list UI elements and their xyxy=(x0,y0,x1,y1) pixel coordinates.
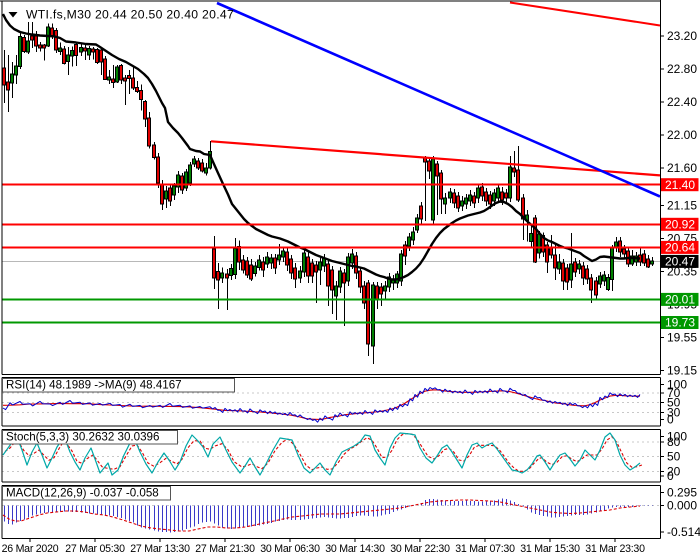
svg-text:RSI(14) 48.1989 ->MA(9) 48.41: RSI(14) 48.1989 ->MA(9) 48.4167 xyxy=(6,379,182,392)
svg-text:19.15: 19.15 xyxy=(667,363,697,377)
svg-text:70: 70 xyxy=(667,386,681,400)
svg-text:31 Mar 07:30: 31 Mar 07:30 xyxy=(455,543,515,555)
svg-text:19.73: 19.73 xyxy=(665,316,695,330)
svg-text:27 Mar 13:30: 27 Mar 13:30 xyxy=(130,543,190,555)
svg-text:21.60: 21.60 xyxy=(667,161,697,175)
svg-text:23.20: 23.20 xyxy=(667,29,697,43)
svg-text:22.40: 22.40 xyxy=(667,95,697,109)
svg-text:30 Mar 06:30: 30 Mar 06:30 xyxy=(260,543,320,555)
svg-text:31 Mar 23:30: 31 Mar 23:30 xyxy=(585,543,645,555)
svg-text:20.64: 20.64 xyxy=(665,241,695,255)
svg-text:20.01: 20.01 xyxy=(665,293,695,307)
svg-text:0: 0 xyxy=(667,412,674,426)
svg-text:22.80: 22.80 xyxy=(667,62,697,76)
svg-text:30 Mar 14:30: 30 Mar 14:30 xyxy=(325,543,385,555)
svg-text:WTI.fs,M30 20.44 20.50 20.40: WTI.fs,M30 20.44 20.50 20.40 20.47 xyxy=(26,8,234,22)
svg-text:100: 100 xyxy=(667,377,687,391)
svg-text:22.00: 22.00 xyxy=(667,128,697,142)
svg-text:21.40: 21.40 xyxy=(665,178,695,192)
svg-text:19.55: 19.55 xyxy=(667,330,697,344)
svg-text:30 Mar 22:30: 30 Mar 22:30 xyxy=(390,543,450,555)
svg-text:MACD(12,26,9) -0.037 -0.058: MACD(12,26,9) -0.037 -0.058 xyxy=(6,487,159,500)
svg-text:100: 100 xyxy=(667,429,687,443)
svg-text:Stoch(5,3,3) 30.2632 30.0396: Stoch(5,3,3) 30.2632 30.0396 xyxy=(6,431,159,444)
svg-text:-0.514: -0.514 xyxy=(667,525,700,539)
svg-text:26 Mar 2020: 26 Mar 2020 xyxy=(2,543,59,555)
svg-text:20.47: 20.47 xyxy=(665,255,695,269)
svg-text:0.000: 0.000 xyxy=(667,498,697,512)
svg-text:27 Mar 05:30: 27 Mar 05:30 xyxy=(65,543,125,555)
svg-text:50: 50 xyxy=(667,450,681,464)
svg-text:0: 0 xyxy=(667,469,674,483)
svg-text:31 Mar 15:30: 31 Mar 15:30 xyxy=(520,543,580,555)
svg-text:20: 20 xyxy=(667,465,681,479)
svg-text:0.295: 0.295 xyxy=(667,486,697,500)
svg-text:27 Mar 21:30: 27 Mar 21:30 xyxy=(195,543,255,555)
svg-text:50: 50 xyxy=(667,396,681,410)
svg-text:30: 30 xyxy=(667,405,681,419)
svg-text:20.92: 20.92 xyxy=(665,218,695,232)
svg-text:80: 80 xyxy=(667,435,681,449)
svg-text:21.15: 21.15 xyxy=(667,199,697,213)
